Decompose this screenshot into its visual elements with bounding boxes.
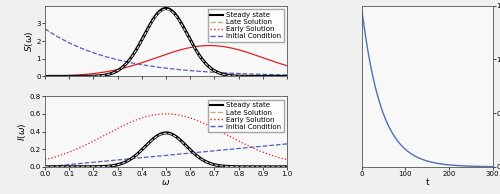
Early Solution bbox=[42, 158, 48, 161]
Late Solution bbox=[104, 74, 110, 76]
Steady state bbox=[85, 75, 91, 77]
Initial Condition bbox=[284, 74, 290, 76]
Late Solution bbox=[204, 161, 210, 163]
Late Solution bbox=[224, 74, 230, 76]
Early Solution bbox=[224, 134, 230, 136]
Early Solution bbox=[152, 114, 158, 116]
Initial Condition bbox=[184, 152, 190, 154]
Early Solution bbox=[163, 113, 169, 115]
Legend: Steady state, Late Solution, Early Solution, Initial Condition: Steady state, Late Solution, Early Solut… bbox=[208, 100, 284, 132]
Late Solution bbox=[85, 75, 91, 77]
Initial Condition bbox=[204, 71, 210, 73]
Early Solution bbox=[224, 46, 230, 48]
Early Solution bbox=[104, 70, 110, 73]
Initial Condition bbox=[42, 28, 48, 30]
X-axis label: $\omega$: $\omega$ bbox=[162, 178, 170, 187]
Initial Condition bbox=[85, 50, 91, 52]
Y-axis label: $S(\omega)$: $S(\omega)$ bbox=[23, 30, 35, 52]
Early Solution bbox=[184, 47, 190, 49]
Early Solution bbox=[206, 44, 212, 47]
Steady state bbox=[85, 166, 91, 168]
Early Solution bbox=[204, 124, 210, 126]
Line: Steady state: Steady state bbox=[45, 133, 287, 167]
Initial Condition bbox=[184, 69, 190, 72]
Steady state bbox=[204, 64, 210, 66]
Initial Condition bbox=[204, 150, 210, 153]
Line: Initial Condition: Initial Condition bbox=[45, 144, 287, 167]
Steady state bbox=[152, 16, 158, 18]
Steady state bbox=[163, 132, 169, 134]
Line: Initial Condition: Initial Condition bbox=[45, 29, 287, 75]
Initial Condition bbox=[224, 148, 230, 151]
Line: Late Solution: Late Solution bbox=[45, 9, 287, 76]
Early Solution bbox=[85, 73, 91, 75]
Steady state bbox=[42, 75, 48, 78]
Late Solution bbox=[163, 132, 169, 134]
Line: Early Solution: Early Solution bbox=[45, 46, 287, 76]
Late Solution bbox=[185, 35, 191, 37]
Late Solution bbox=[152, 17, 158, 19]
Steady state bbox=[284, 166, 290, 168]
Steady state bbox=[224, 165, 230, 168]
Initial Condition bbox=[104, 160, 110, 162]
Line: Late Solution: Late Solution bbox=[45, 133, 287, 167]
Initial Condition bbox=[104, 56, 110, 58]
Steady state bbox=[185, 35, 191, 37]
Early Solution bbox=[185, 116, 191, 118]
Late Solution bbox=[185, 147, 191, 149]
Late Solution bbox=[284, 166, 290, 168]
Late Solution bbox=[42, 166, 48, 168]
Late Solution bbox=[152, 137, 158, 139]
Early Solution bbox=[152, 57, 158, 60]
Steady state bbox=[284, 75, 290, 78]
Early Solution bbox=[104, 133, 110, 135]
Steady state bbox=[152, 137, 158, 139]
Line: Steady state: Steady state bbox=[45, 9, 287, 76]
Steady state bbox=[224, 74, 230, 76]
Initial Condition bbox=[85, 162, 91, 164]
Initial Condition bbox=[152, 155, 158, 158]
Late Solution bbox=[85, 166, 91, 168]
Early Solution bbox=[284, 158, 290, 161]
Initial Condition bbox=[42, 166, 48, 168]
Y-axis label: $I(\omega)$: $I(\omega)$ bbox=[16, 122, 28, 141]
Steady state bbox=[42, 166, 48, 168]
Legend: Steady state, Late Solution, Early Solution, Initial Condition: Steady state, Late Solution, Early Solut… bbox=[208, 9, 284, 42]
Early Solution bbox=[204, 44, 210, 47]
Early Solution bbox=[284, 65, 290, 67]
Initial Condition bbox=[284, 143, 290, 145]
Initial Condition bbox=[152, 66, 158, 68]
Line: Early Solution: Early Solution bbox=[45, 114, 287, 160]
Late Solution bbox=[104, 165, 110, 167]
Late Solution bbox=[284, 75, 290, 78]
Early Solution bbox=[85, 143, 91, 145]
Steady state bbox=[204, 161, 210, 163]
Early Solution bbox=[42, 75, 48, 77]
Steady state bbox=[104, 165, 110, 167]
Steady state bbox=[185, 146, 191, 149]
X-axis label: t: t bbox=[426, 178, 429, 187]
Initial Condition bbox=[224, 72, 230, 74]
Steady state bbox=[163, 7, 169, 10]
Late Solution bbox=[163, 8, 169, 10]
Late Solution bbox=[224, 165, 230, 168]
Late Solution bbox=[204, 64, 210, 66]
Late Solution bbox=[42, 75, 48, 78]
Steady state bbox=[104, 74, 110, 76]
